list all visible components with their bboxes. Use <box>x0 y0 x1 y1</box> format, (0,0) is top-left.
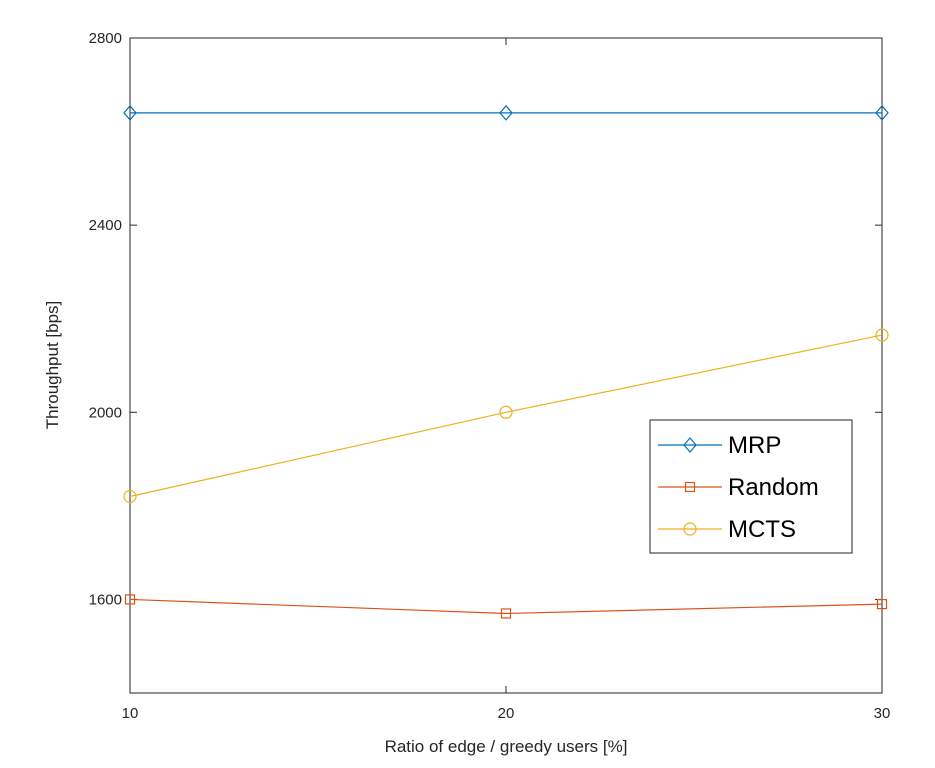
y-tick-label: 2800 <box>89 30 122 47</box>
random-point <box>876 599 888 610</box>
x-axis-ticks: 10 20 30 <box>122 38 891 722</box>
y-tick-label: 2400 <box>89 217 122 234</box>
x-axis-label: Ratio of edge / greedy users [%] <box>385 737 628 756</box>
x-tick-label: 20 <box>498 705 515 722</box>
x-tick-label: 30 <box>874 705 891 722</box>
legend-item-mrp: MRP <box>658 432 781 459</box>
plot-area <box>129 37 883 694</box>
legend-label: MCTS <box>728 516 796 543</box>
series-mcts <box>123 328 889 504</box>
legend-item-mcts: MCTS <box>658 516 796 543</box>
legend-item-random: Random <box>658 474 819 501</box>
y-axis-ticks: 1600 2000 2400 2800 <box>89 30 882 608</box>
y-tick-label: 1600 <box>89 591 122 608</box>
mrp-point <box>499 104 513 121</box>
series-random <box>124 594 888 619</box>
series-mrp <box>123 104 889 121</box>
y-tick-label: 2000 <box>89 404 122 421</box>
mrp-point <box>123 104 137 121</box>
mcts-line <box>129 334 883 498</box>
legend-marker <box>683 522 697 536</box>
mcts-point <box>875 328 889 342</box>
mrp-point <box>875 104 889 121</box>
mcts-point <box>499 405 513 419</box>
legend: MRP Random MCTS <box>649 419 853 554</box>
series-layer <box>123 104 889 619</box>
legend-marker <box>683 437 697 453</box>
legend-marker <box>684 481 696 493</box>
random-point <box>500 608 512 619</box>
legend-label: MRP <box>728 432 781 459</box>
random-line <box>129 598 883 615</box>
legend-label: Random <box>728 474 819 501</box>
x-tick-label: 10 <box>122 705 139 722</box>
random-point <box>124 594 136 605</box>
y-axis-label: Throughput [bps] <box>43 301 62 430</box>
mcts-point <box>123 489 137 504</box>
